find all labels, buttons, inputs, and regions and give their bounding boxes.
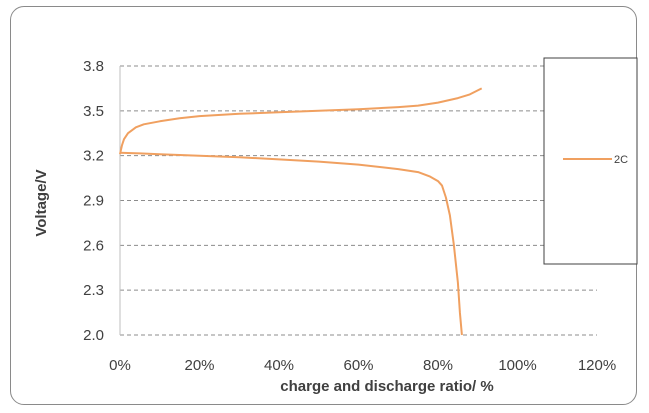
grid-lines xyxy=(119,65,597,336)
y-tick-label: 3.8 xyxy=(83,58,104,75)
chart-frame xyxy=(10,6,637,405)
x-tick-label: 20% xyxy=(184,357,214,374)
y-tick-labels: 2.0 2.3 2.6 2.9 3.2 3.5 3.8 xyxy=(83,58,104,344)
y-tick-label: 3.5 xyxy=(83,103,104,120)
y-tick-label: 2.9 xyxy=(83,193,104,210)
y-tick-label: 2.6 xyxy=(83,237,104,254)
legend-label-2c: 2C xyxy=(614,154,628,166)
x-tick-label: 100% xyxy=(498,357,536,374)
y-tick-label: 2.3 xyxy=(83,282,104,299)
series-line-2c-charge xyxy=(119,87,483,155)
x-tick-label: 80% xyxy=(423,357,453,374)
legend: 2C xyxy=(543,57,638,265)
y-tick-label: 3.2 xyxy=(83,148,104,165)
y-tick-label: 2.0 xyxy=(83,327,104,344)
y-axis-title: Voltage/V xyxy=(33,169,50,236)
x-tick-label: 120% xyxy=(578,357,616,374)
x-tick-label: 60% xyxy=(343,357,373,374)
x-tick-label: 40% xyxy=(264,357,294,374)
series-lines xyxy=(119,87,483,336)
series-line-2c-discharge xyxy=(119,151,463,336)
legend-box xyxy=(543,57,638,265)
x-tick-labels: 0% 20% 40% 60% 80% 100% 120% xyxy=(109,357,616,374)
x-axis-title: charge and discharge ratio/ % xyxy=(280,378,493,395)
x-tick-label: 0% xyxy=(109,357,131,374)
